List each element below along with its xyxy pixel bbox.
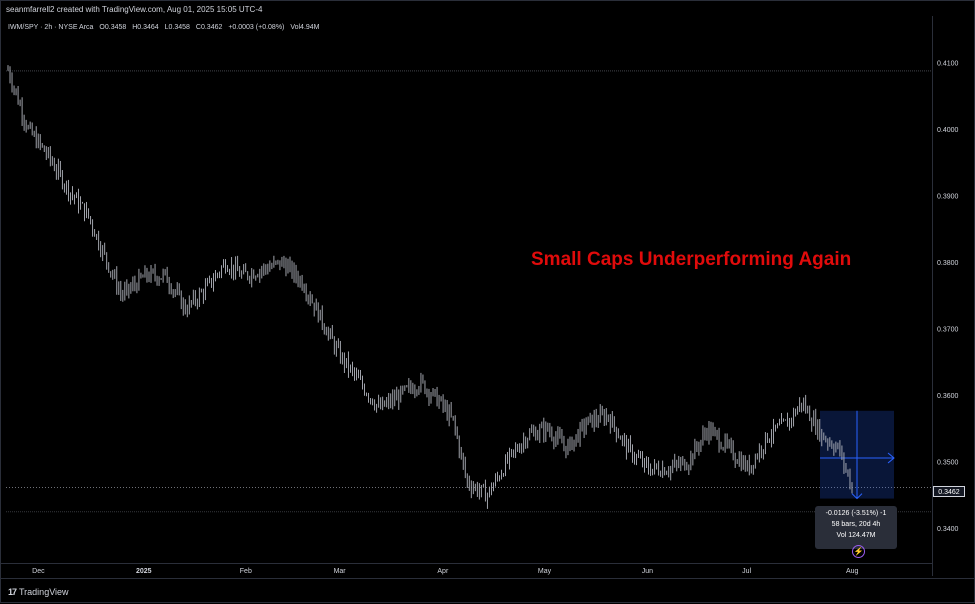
open-value: O0.3458 <box>99 24 127 31</box>
measure-arrow-right <box>887 452 895 464</box>
y-tick-label: 0.3900 <box>937 194 959 201</box>
current-price-label: 0.3462 <box>933 486 965 497</box>
low-value: L0.3458 <box>164 24 190 31</box>
price-scale-separator <box>932 16 933 576</box>
x-tick-label: Apr <box>437 568 449 575</box>
change-value: +0.0003 (+0.08%) <box>228 24 285 31</box>
y-tick-label: 0.3400 <box>937 526 959 533</box>
symbol-label[interactable]: IWM/SPY · 2h · NYSE Arca <box>8 24 94 31</box>
volume-value: Vol4.94M <box>290 24 320 31</box>
price-chart[interactable]: 0.4100 0.4000 0.3900 0.3800 0.3700 0.3600 0.35… <box>0 0 975 578</box>
brand-label: TradingView <box>19 587 69 597</box>
footer-bar: 17 TradingView <box>0 578 975 604</box>
measure-arrow-down <box>851 493 863 500</box>
tradingview-logo[interactable]: 17 TradingView <box>8 587 69 597</box>
chart-annotation[interactable]: Small Caps Underperforming Again <box>531 249 852 270</box>
x-tick-label: Jun <box>642 568 653 575</box>
y-tick-label: 0.3700 <box>937 327 959 334</box>
x-tick-label: May <box>538 568 552 575</box>
x-tick-label: Jul <box>742 568 751 575</box>
y-tick-label: 0.4000 <box>937 127 959 134</box>
y-tick-label: 0.3500 <box>937 460 959 467</box>
tradingview-logo-icon: 17 <box>8 587 17 597</box>
x-tick-label: 2025 <box>136 568 152 575</box>
author-line: seanmfarrell2 created with TradingView.c… <box>6 5 263 14</box>
high-value: H0.3464 <box>132 24 159 31</box>
x-tick-label: Feb <box>240 568 252 575</box>
measure-volume: Vol 124.47M <box>836 532 876 539</box>
y-tick-label: 0.4100 <box>937 61 959 68</box>
x-tick-label: Dec <box>32 568 45 575</box>
time-scale-separator <box>0 563 932 564</box>
measure-change: -0.0126 (-3.51%) -1 <box>825 510 887 517</box>
x-tick-label: Aug <box>846 568 859 575</box>
ohlc-legend: IWM/SPY · 2h · NYSE Arca O0.3458 H0.3464… <box>8 24 324 31</box>
close-value: C0.3462 <box>195 24 223 31</box>
measure-tooltip: -0.0126 (-3.51%) -1 58 bars, 20d 4h Vol … <box>815 506 897 549</box>
y-tick-label: 0.3800 <box>937 260 959 267</box>
measure-bars: 58 bars, 20d 4h <box>831 521 881 528</box>
y-tick-label: 0.3600 <box>937 393 959 400</box>
lightning-alert-icon[interactable]: ⚡ <box>852 545 865 558</box>
x-tick-label: Mar <box>334 568 347 575</box>
